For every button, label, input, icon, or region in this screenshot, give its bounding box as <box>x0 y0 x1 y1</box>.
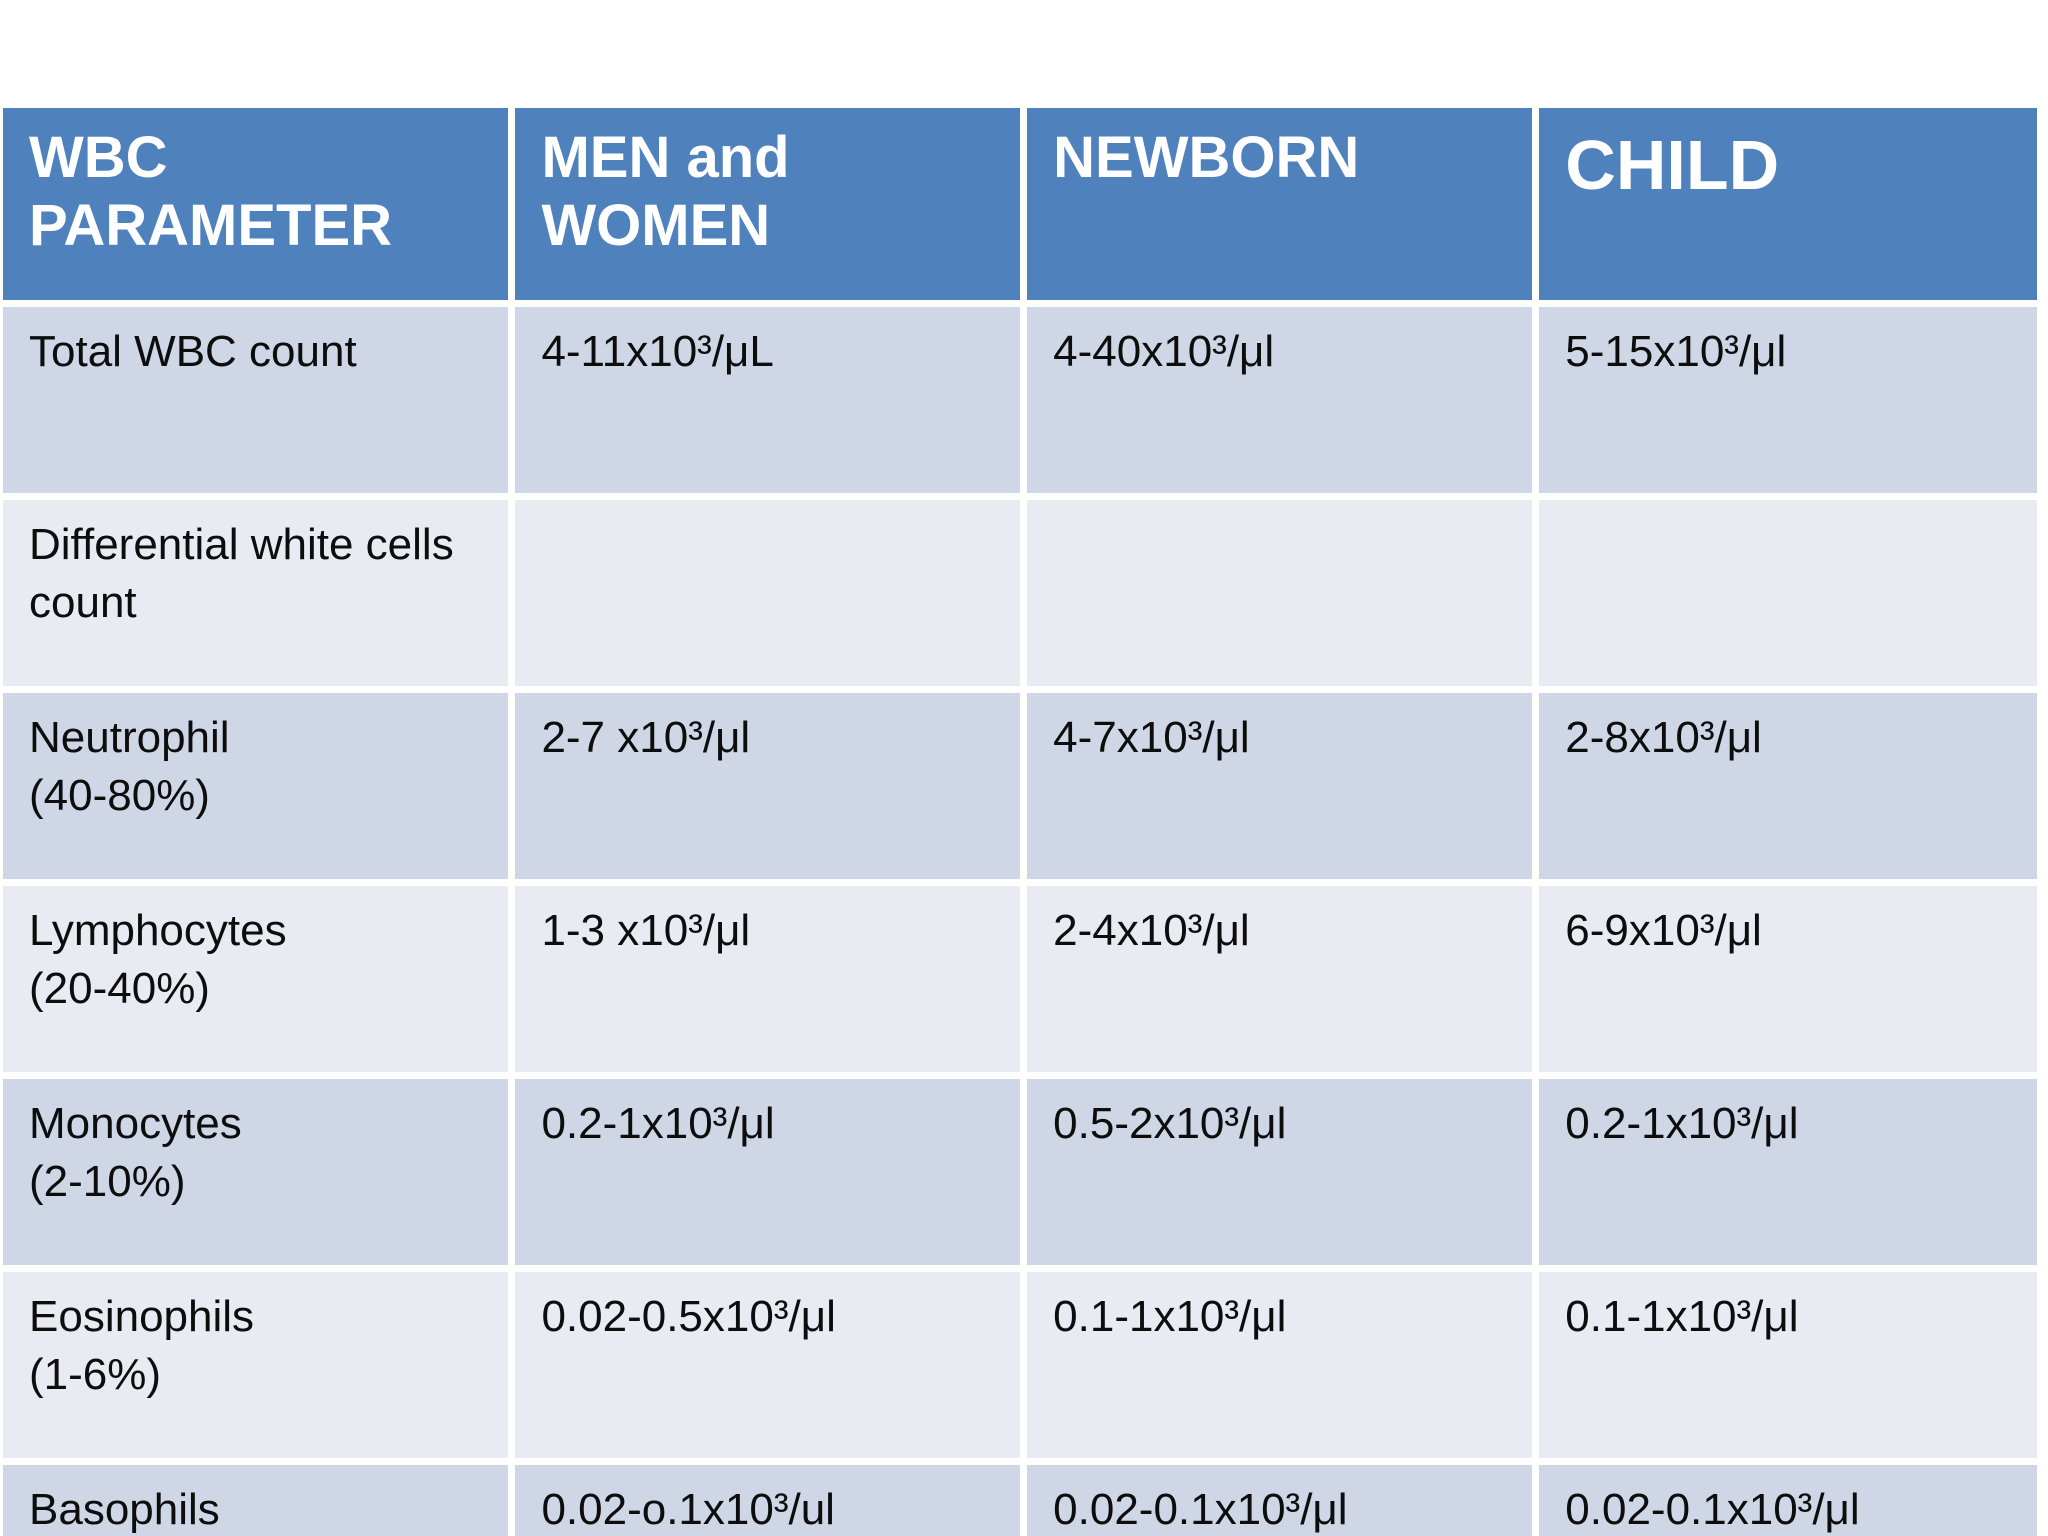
cell-neutrophil-child: 2-8x10³/μl <box>1539 693 2037 879</box>
cell-monocytes-child: 0.2-1x10³/μl <box>1539 1079 2037 1265</box>
cell-neutrophil-parameter: Neutrophil (40-80%) <box>3 693 509 879</box>
cell-lymphocytes-men-and-women: 1-3 x10³/μl <box>515 886 1021 1072</box>
cell-lymphocytes-parameter: Lymphocytes (20-40%) <box>3 886 509 1072</box>
cell-neutrophil-men-and-women: 2-7 x10³/μl <box>515 693 1021 879</box>
table-row-neutrophil: Neutrophil (40-80%) 2-7 x10³/μl 4-7x10³/μl… <box>3 693 2037 879</box>
wbc-reference-table: WBC PARAMETER MEN and WOMEN NEWBORN CHILD T… <box>0 101 2044 1536</box>
table-row-eosinophils: Eosinophils (1-6%) 0.02-0.5x10³/μl 0.1-1x1… <box>3 1272 2037 1458</box>
cell-lymphocytes-newborn: 2-4x10³/μl <box>1027 886 1533 1072</box>
header-cell-wbc-parameter: WBC PARAMETER <box>3 108 509 300</box>
cell-basophils-child: 0.02-0.1x10³/μl <box>1539 1465 2037 1536</box>
table-row-lymphocytes: Lymphocytes (20-40%) 1-3 x10³/μl 2-4x10³/μ… <box>3 886 2037 1072</box>
cell-total-wbc-count-newborn: 4-40x10³/μl <box>1027 307 1533 493</box>
table-body: Total WBC count 4-11x10³/μL 4-40x10³/μl 5-1… <box>3 307 2037 1536</box>
cell-total-wbc-count-child: 5-15x10³/μl <box>1539 307 2037 493</box>
cell-differential-white-cells-count-parameter: Differential white cells count <box>3 500 509 686</box>
table-row-total-wbc-count: Total WBC count 4-11x10³/μL 4-40x10³/μl 5-1… <box>3 307 2037 493</box>
cell-basophils-men-and-women: 0.02-o.1x10³/ul <box>515 1465 1021 1536</box>
table-row-monocytes: Monocytes (2-10%) 0.2-1x10³/μl 0.5-2x10³/μ… <box>3 1079 2037 1265</box>
header-cell-newborn: NEWBORN <box>1027 108 1533 300</box>
cell-total-wbc-count-parameter: Total WBC count <box>3 307 509 493</box>
cell-differential-white-cells-count-child <box>1539 500 2037 686</box>
cell-differential-white-cells-count-men-and-women <box>515 500 1021 686</box>
table-header-row: WBC PARAMETER MEN and WOMEN NEWBORN CHILD <box>3 108 2037 300</box>
cell-monocytes-newborn: 0.5-2x10³/μl <box>1027 1079 1533 1265</box>
cell-eosinophils-men-and-women: 0.02-0.5x10³/μl <box>515 1272 1021 1458</box>
cell-total-wbc-count-men-and-women: 4-11x10³/μL <box>515 307 1021 493</box>
cell-differential-white-cells-count-newborn <box>1027 500 1533 686</box>
table-header: WBC PARAMETER MEN and WOMEN NEWBORN CHILD <box>3 108 2037 300</box>
header-cell-men-and-women: MEN and WOMEN <box>515 108 1021 300</box>
cell-eosinophils-parameter: Eosinophils (1-6%) <box>3 1272 509 1458</box>
cell-monocytes-men-and-women: 0.2-1x10³/μl <box>515 1079 1021 1265</box>
cell-lymphocytes-child: 6-9x10³/μl <box>1539 886 2037 1072</box>
cell-monocytes-parameter: Monocytes (2-10%) <box>3 1079 509 1265</box>
cell-neutrophil-newborn: 4-7x10³/μl <box>1027 693 1533 879</box>
cell-basophils-newborn: 0.02-0.1x10³/μl <box>1027 1465 1533 1536</box>
cell-eosinophils-newborn: 0.1-1x10³/μl <box>1027 1272 1533 1458</box>
table-row-differential-white-cells-count: Differential white cells count <box>3 500 2037 686</box>
header-cell-child: CHILD <box>1539 108 2037 300</box>
cell-eosinophils-child: 0.1-1x10³/μl <box>1539 1272 2037 1458</box>
cell-basophils-parameter: Basophils (<1%) <box>3 1465 509 1536</box>
table-row-basophils: Basophils (<1%)0.02-o.1x10³/ul0.02-0.1x1… <box>3 1465 2037 1536</box>
